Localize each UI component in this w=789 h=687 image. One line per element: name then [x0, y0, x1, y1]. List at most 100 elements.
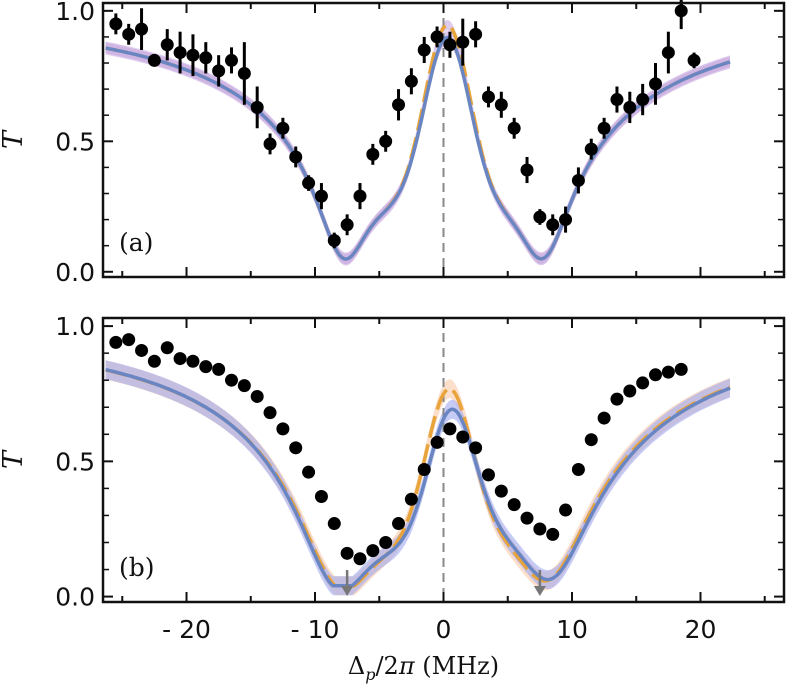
data-point: [520, 163, 534, 177]
data-point: [546, 218, 560, 232]
data-point: [674, 362, 688, 376]
data-point: [443, 38, 457, 52]
data-point: [353, 552, 367, 566]
data-point: [314, 189, 328, 203]
band-orange: [105, 360, 731, 596]
panel-a-y-label: T: [0, 129, 29, 149]
x-tick-label: 10: [556, 615, 588, 644]
data-point: [160, 341, 174, 355]
panel-a-label: (a): [119, 228, 153, 257]
data-point: [276, 121, 290, 135]
data-point: [571, 173, 585, 187]
data-point: [224, 373, 238, 387]
data-point: [340, 218, 354, 232]
data-point: [186, 354, 200, 368]
y-tick-label: 0.5: [55, 447, 95, 476]
data-point: [109, 335, 123, 349]
data-point: [623, 384, 637, 398]
data-point: [135, 22, 149, 36]
data-point: [546, 527, 560, 541]
data-point: [122, 27, 136, 41]
data-point: [507, 121, 521, 135]
panel-b-label: (b): [119, 553, 155, 582]
data-point: [353, 189, 367, 203]
panel-b-curves: [105, 367, 731, 588]
panel-b-arrows: [341, 570, 546, 596]
data-point: [340, 546, 354, 560]
data-point: [623, 100, 637, 114]
marker-arrow-head: [533, 586, 546, 596]
data-point: [289, 441, 303, 455]
data-point: [494, 484, 508, 498]
data-point: [481, 90, 495, 104]
data-point: [636, 376, 650, 390]
data-point: [173, 352, 187, 366]
data-point: [507, 498, 521, 512]
data-point: [559, 213, 573, 227]
x-label-pi: π: [398, 652, 416, 680]
y-tick-label: 0.0: [55, 583, 95, 612]
data-point: [404, 492, 418, 506]
data-point: [649, 77, 663, 91]
data-point: [327, 517, 341, 531]
x-tick-label: - 10: [291, 615, 340, 644]
data-point: [250, 389, 264, 403]
data-point: [649, 368, 663, 382]
data-point: [302, 465, 316, 479]
model-curve-orange: [105, 368, 731, 588]
data-point: [584, 433, 598, 447]
data-point: [263, 137, 277, 151]
x-label-delta: Δ: [348, 652, 365, 680]
data-point: [494, 98, 508, 112]
data-point: [417, 43, 431, 57]
data-point: [263, 406, 277, 420]
panel-b-y-label: T: [0, 449, 29, 469]
data-point: [404, 74, 418, 88]
panel-b-points: [109, 333, 688, 566]
data-point: [636, 93, 650, 107]
data-point: [687, 53, 701, 67]
y-tick-label: 0.0: [55, 258, 95, 287]
data-point: [379, 134, 393, 148]
data-point: [250, 100, 264, 114]
data-point: [610, 93, 624, 107]
data-point: [289, 150, 303, 164]
data-point: [212, 362, 226, 376]
data-point: [661, 46, 675, 60]
data-point: [520, 511, 534, 525]
x-tick-label: - 20: [162, 615, 211, 644]
data-point: [199, 360, 213, 374]
data-point: [430, 30, 444, 44]
data-point: [571, 462, 585, 476]
panel-a-curves: [105, 23, 731, 261]
data-point: [597, 411, 611, 425]
data-point: [366, 544, 380, 558]
data-point: [173, 46, 187, 60]
data-point: [430, 435, 444, 449]
data-point: [443, 422, 457, 436]
data-point: [610, 392, 624, 406]
data-point: [212, 64, 226, 78]
data-point: [109, 17, 123, 31]
data-point: [160, 38, 174, 52]
marker-arrow-head: [341, 586, 354, 596]
data-point: [456, 35, 470, 49]
data-point: [276, 422, 290, 436]
data-point: [469, 27, 483, 41]
data-point: [237, 66, 251, 80]
data-point: [584, 142, 598, 156]
data-point: [392, 98, 406, 112]
panel-a-points: [109, 0, 701, 249]
data-point: [199, 51, 213, 65]
data-point: [147, 53, 161, 67]
data-point: [533, 522, 547, 536]
panel-a: 0.0 0.5 1.0 (a) T: [0, 0, 786, 287]
panel-b-ticks: 0.0 0.5 1.0 - 20 - 10 0 10 20: [55, 312, 784, 644]
data-point: [366, 147, 380, 161]
y-tick-label: 1.0: [55, 0, 95, 26]
data-point: [392, 517, 406, 531]
x-label-sub: p: [365, 665, 375, 684]
y-tick-label: 0.5: [55, 127, 95, 156]
panel-b-bands: [105, 360, 731, 596]
